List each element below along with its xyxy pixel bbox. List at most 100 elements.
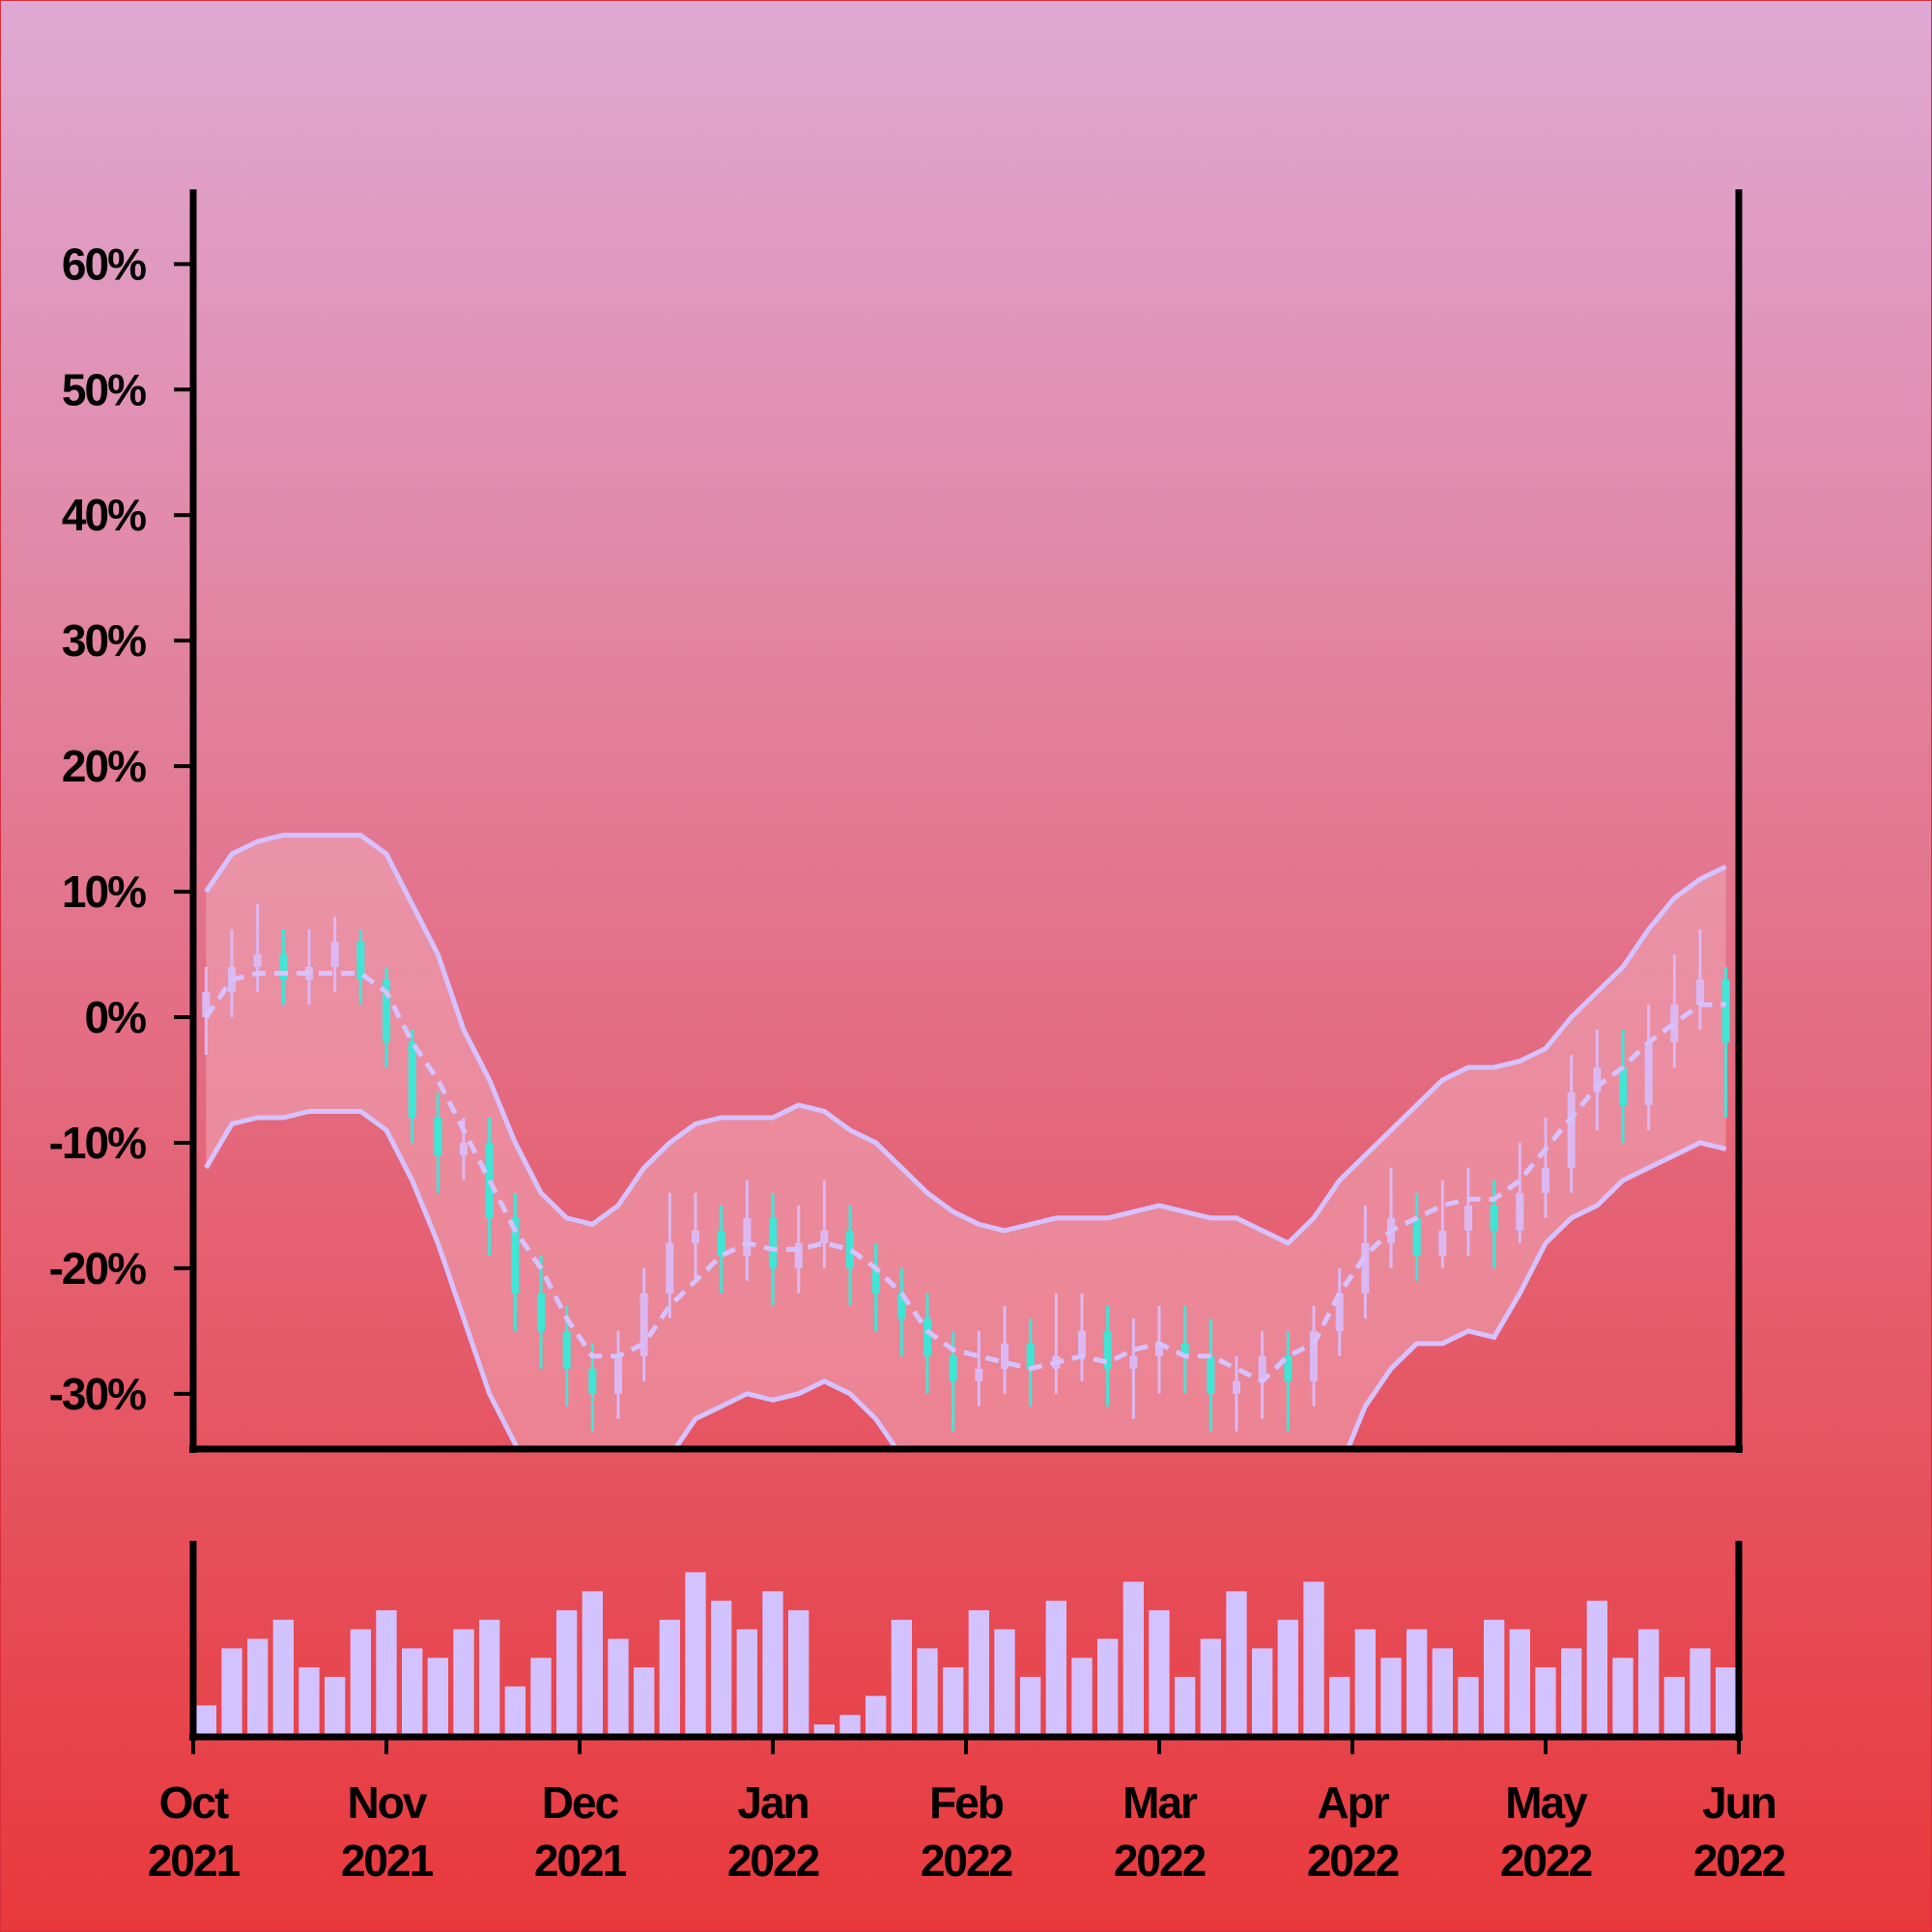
candle-body — [485, 1142, 494, 1218]
volume-bar — [427, 1658, 448, 1734]
volume-bar — [943, 1667, 964, 1734]
candle-body — [330, 942, 339, 968]
y-tick-label: 50% — [62, 364, 146, 414]
volume-bar — [1586, 1601, 1607, 1734]
candle-body — [588, 1368, 597, 1394]
volume-bar — [1690, 1648, 1711, 1734]
volume-bar — [711, 1601, 732, 1734]
candle-body — [769, 1217, 777, 1268]
volume-bar — [634, 1667, 655, 1734]
candle-body — [1490, 1205, 1498, 1231]
volume-bar — [479, 1619, 500, 1734]
candle-body — [794, 1242, 803, 1268]
candle-body — [743, 1217, 752, 1256]
candle-body — [537, 1293, 545, 1331]
volume-bar — [1097, 1638, 1119, 1734]
volume-bar — [530, 1658, 552, 1734]
volume-bar — [1071, 1658, 1093, 1734]
volume-bar — [556, 1609, 578, 1734]
y-tick-label: 30% — [62, 615, 146, 666]
volume-bar — [788, 1609, 810, 1734]
candle-body — [1464, 1205, 1472, 1231]
axes: 60% 50% 40% 30% 20% 10% 0% -10% -20% -30% Oct 2021 N… — [49, 189, 1787, 1886]
y-tick-label: 0% — [85, 992, 147, 1042]
volume-bar — [1020, 1676, 1041, 1734]
volume-bar — [1303, 1581, 1324, 1734]
volume-bar — [376, 1609, 397, 1734]
volume-bar — [1226, 1591, 1247, 1734]
candle-body — [1516, 1192, 1524, 1231]
candle-body — [408, 1041, 416, 1118]
x-tick-label: Feb 2022 — [921, 1777, 1012, 1886]
volume-bar — [1149, 1609, 1170, 1734]
candle-body — [614, 1355, 622, 1394]
volume-bar — [1535, 1667, 1556, 1734]
volume-bar — [1380, 1658, 1402, 1734]
volume-bar — [1484, 1619, 1505, 1734]
volume-bar — [1252, 1648, 1273, 1734]
volume-bar — [1406, 1629, 1428, 1734]
x-tick-label: Oct 2021 — [148, 1777, 241, 1886]
candle-body — [434, 1117, 442, 1155]
candle-body — [202, 992, 211, 1018]
volume-bar — [402, 1648, 423, 1734]
candle-body — [1696, 980, 1704, 1006]
candle-body — [1155, 1343, 1163, 1356]
volume-bar — [866, 1695, 887, 1734]
candle-body — [1542, 1167, 1549, 1193]
volume-bar — [504, 1686, 526, 1734]
x-tick-label: Nov 2021 — [341, 1777, 434, 1886]
volume-bar — [1716, 1667, 1737, 1734]
candle-body — [1438, 1230, 1447, 1256]
volume-bar — [1175, 1676, 1196, 1734]
candle-body — [1103, 1330, 1112, 1369]
volume-bar — [1638, 1629, 1660, 1734]
candle-body — [279, 954, 288, 980]
volume-bar — [994, 1629, 1015, 1734]
volume-bar — [1509, 1629, 1530, 1734]
volume-bar — [1277, 1619, 1298, 1734]
candle-body — [1335, 1293, 1344, 1331]
volume-bar — [968, 1609, 989, 1734]
candle-body — [562, 1330, 571, 1369]
candle-body — [1619, 1066, 1627, 1105]
x-tick-label: Dec 2021 — [534, 1777, 627, 1886]
volume-bar — [1432, 1648, 1453, 1734]
candle-body — [1361, 1242, 1370, 1293]
x-tick-label: Apr 2022 — [1307, 1777, 1399, 1886]
volume-bar — [762, 1591, 783, 1734]
candle-body — [897, 1293, 906, 1319]
y-tick-label: 20% — [62, 741, 146, 791]
candle-body — [666, 1242, 674, 1293]
candle-body — [692, 1230, 699, 1243]
volume-panel — [195, 1572, 1737, 1734]
candle-body — [1593, 1066, 1602, 1093]
candle-body — [1721, 980, 1730, 1042]
candle-body — [949, 1355, 957, 1381]
x-tick-label: May 2022 — [1500, 1777, 1592, 1886]
volume-bar — [582, 1591, 603, 1734]
candle-body — [511, 1217, 520, 1293]
candle-body — [253, 954, 262, 968]
candle-body — [383, 980, 390, 1042]
volume-bar — [1458, 1676, 1479, 1734]
volume-bar — [839, 1715, 861, 1734]
candle-body — [1026, 1343, 1035, 1369]
volume-bar — [685, 1572, 706, 1734]
volume-bar — [350, 1629, 371, 1734]
volume-bar — [1561, 1648, 1582, 1734]
candle-body — [1567, 1092, 1576, 1168]
volume-bar — [1200, 1638, 1221, 1734]
x-tick-label: Mar 2022 — [1114, 1777, 1206, 1886]
volume-bar — [736, 1629, 757, 1734]
candle-body — [1670, 1005, 1679, 1042]
candle-body — [871, 1267, 880, 1293]
volume-bar — [195, 1705, 216, 1734]
candle-body — [1412, 1217, 1421, 1256]
volume-bar — [1045, 1601, 1066, 1734]
candle-body — [1001, 1343, 1009, 1369]
band-fill — [206, 835, 1726, 1449]
y-tick-label: 60% — [62, 239, 146, 289]
volume-bar — [1354, 1629, 1376, 1734]
